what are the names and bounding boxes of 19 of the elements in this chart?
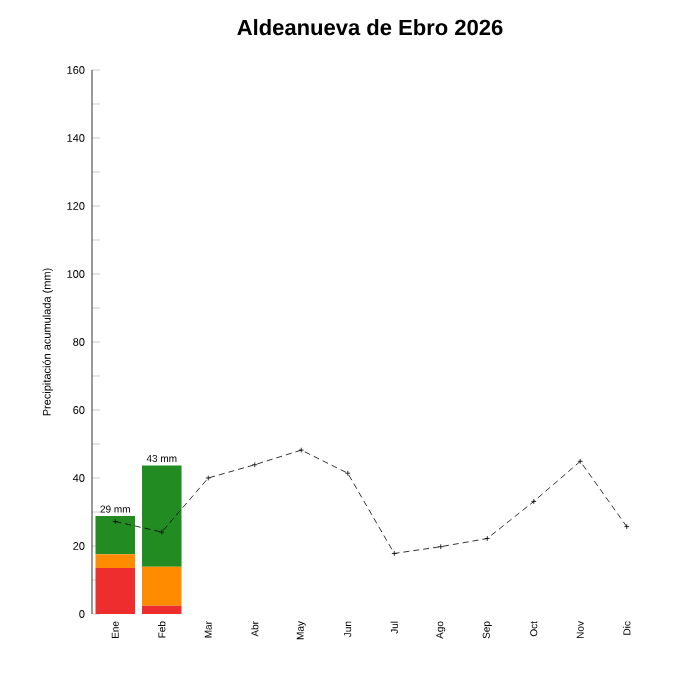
point <box>298 447 305 453</box>
point <box>205 475 212 481</box>
point <box>623 523 630 530</box>
point <box>437 543 444 550</box>
point <box>251 461 258 468</box>
bar <box>141 566 182 606</box>
point <box>577 458 584 465</box>
chart-title: Aldeanueva de Ebro 2026 <box>237 19 503 36</box>
point <box>484 535 491 542</box>
point <box>158 529 165 535</box>
point <box>344 470 351 477</box>
point <box>112 518 119 525</box>
point <box>391 550 398 557</box>
bar <box>141 465 182 567</box>
bar <box>141 605 182 614</box>
bar <box>95 568 136 614</box>
point <box>530 498 537 505</box>
bar <box>95 554 136 569</box>
bar <box>95 516 136 555</box>
